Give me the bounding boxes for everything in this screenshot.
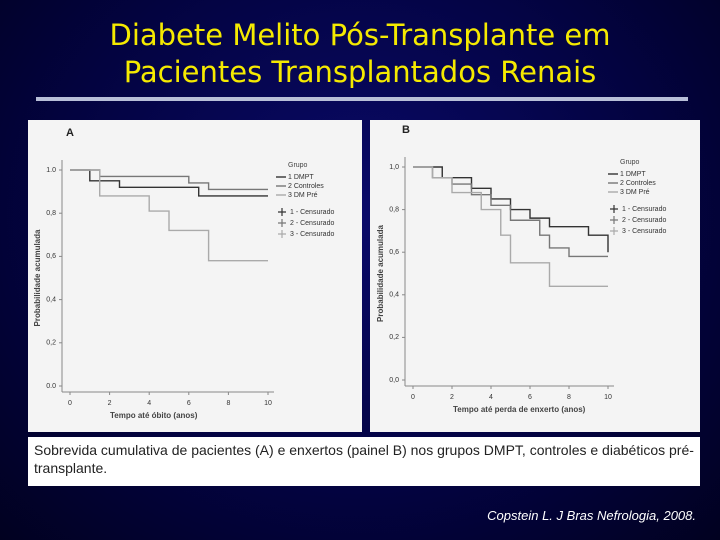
x-tick-label: 8: [226, 400, 230, 407]
title-rule: [36, 97, 688, 101]
legend-label: 1 - Censurado: [290, 209, 334, 216]
x-tick-label: 2: [108, 400, 112, 407]
x-tick-label: 4: [489, 394, 493, 401]
legend-censor-symbol: [278, 208, 286, 216]
panel-b-bg: [370, 120, 700, 432]
caption: Sobrevida cumulativa de pacientes (A) e …: [28, 437, 700, 486]
x-tick-label: 6: [187, 400, 191, 407]
y-tick-label: 0,6: [389, 249, 399, 256]
x-tick-label: 2: [450, 394, 454, 401]
legend-label: 1 DMPT: [620, 171, 646, 178]
x-tick-label: 8: [567, 394, 571, 401]
y-tick-label: 1,0: [389, 164, 399, 171]
legend-label: 2 - Censurado: [290, 220, 334, 227]
charts: A 0.0 0,2 0,4 0,6 0,8 1.0 0 2 4 6 8 10 Tempo até óbit…: [28, 120, 700, 432]
x-axis-label: Tempo até perda de enxerto (anos): [453, 405, 586, 414]
survival-curve: [413, 166, 608, 287]
legend-censor-symbol: [278, 230, 286, 238]
legend-label: 3 DM Pré: [620, 189, 650, 196]
x-tick-label: 10: [264, 400, 272, 407]
y-tick-label: 1.0: [46, 167, 56, 174]
legend-censor-symbol: [278, 219, 286, 227]
y-tick-label: 0,8: [46, 210, 56, 217]
legend-title: Grupo: [288, 162, 308, 169]
legend-label: 1 - Censurado: [622, 206, 666, 213]
legend-label: 2 Controles: [620, 180, 656, 187]
y-tick-label: 0,0: [389, 377, 399, 384]
x-tick-label: 10: [604, 394, 612, 401]
y-tick-label: 0,6: [46, 253, 56, 260]
legend-title: Grupo: [620, 159, 640, 166]
y-axis-label: Probabilidade acumulada: [376, 224, 385, 321]
x-tick-label: 6: [528, 394, 532, 401]
legend-label: 3 - Censurado: [290, 231, 334, 238]
legend-label: 2 Controles: [288, 183, 324, 190]
legend-label: 3 DM Pré: [288, 192, 318, 199]
legend-censor-symbol: [610, 216, 618, 224]
citation: Copstein L. J Bras Nefrologia, 2008.: [487, 508, 696, 523]
y-tick-label: 0,4: [389, 292, 399, 299]
y-tick-label: 0.0: [46, 383, 56, 390]
slide-title: Pacientes Transplantados Renais: [123, 55, 597, 89]
y-tick-label: 0,2: [46, 340, 56, 347]
slide-title: Diabete Melito Pós-Transplante em: [109, 18, 611, 52]
y-tick-label: 0,2: [389, 334, 399, 341]
x-axis-label: Tempo até óbito (anos): [110, 411, 198, 420]
survival-curve: [70, 169, 268, 197]
survival-curve: [70, 169, 268, 262]
panel-label: A: [66, 127, 74, 139]
panel-label: B: [402, 124, 410, 136]
x-tick-label: 0: [68, 400, 72, 407]
x-tick-label: 4: [147, 400, 151, 407]
legend-censor-symbol: [610, 205, 618, 213]
legend-censor-symbol: [610, 227, 618, 235]
legend-label: 3 - Censurado: [622, 228, 666, 235]
y-tick-label: 0,8: [389, 206, 399, 213]
panel-a-bg: [28, 120, 362, 432]
x-tick-label: 0: [411, 394, 415, 401]
y-tick-label: 0,4: [46, 296, 56, 303]
legend-label: 1 DMPT: [288, 174, 314, 181]
legend-label: 2 - Censurado: [622, 217, 666, 224]
y-axis-label: Probabilidade acumulada: [33, 229, 42, 326]
